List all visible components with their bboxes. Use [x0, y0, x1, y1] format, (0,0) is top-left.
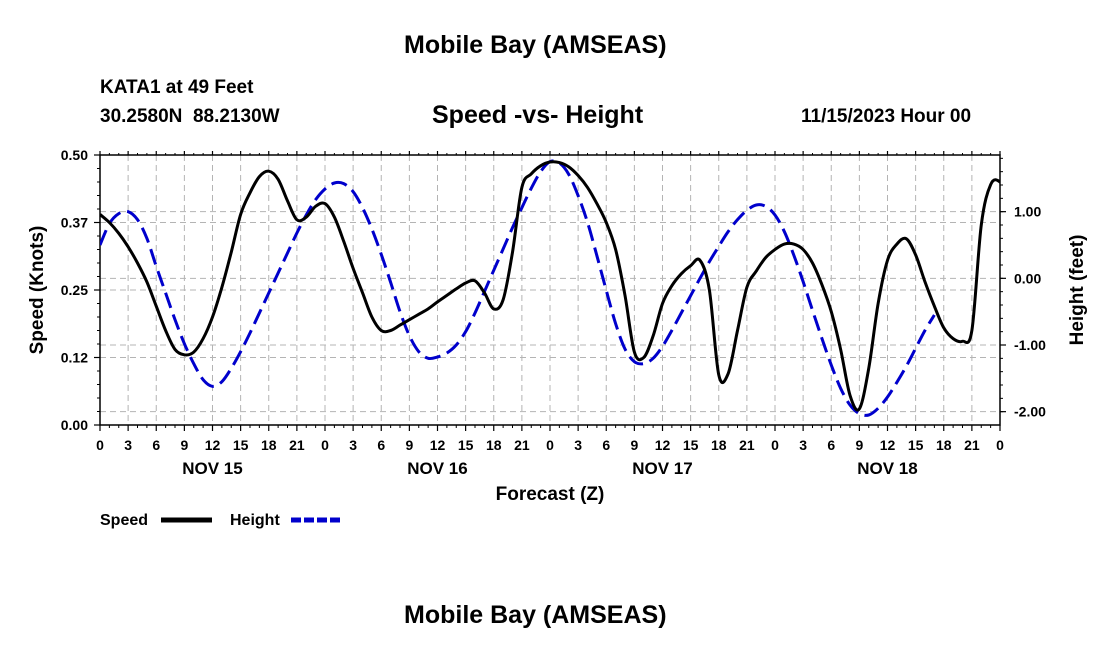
- coordinates-label: 30.2580N 88.2130W: [100, 106, 280, 127]
- x-tick-label: 15: [908, 437, 924, 453]
- x-tick-label: 18: [486, 437, 502, 453]
- x-tick-label: 0: [546, 437, 554, 453]
- left-tick-label: 0.25: [61, 282, 88, 298]
- plot-title: Speed -vs- Height: [432, 101, 644, 129]
- x-tick-label: 9: [180, 437, 188, 453]
- legend-speed-label: Speed: [100, 512, 148, 529]
- x-tick-label: 15: [683, 437, 699, 453]
- left-tick-label: 0.12: [61, 350, 88, 366]
- x-tick-label: 6: [152, 437, 160, 453]
- right-tick-label: -1.00: [1014, 337, 1046, 353]
- x-tick-label: 9: [630, 437, 638, 453]
- x-tick-label: 12: [655, 437, 671, 453]
- station-label: KATA1 at 49 Feet: [100, 77, 254, 98]
- date-label: NOV 17: [632, 459, 692, 478]
- x-tick-label: 21: [514, 437, 530, 453]
- x-tick-label: 9: [405, 437, 413, 453]
- x-tick-label: 18: [936, 437, 952, 453]
- legend-height-label: Height: [230, 512, 280, 529]
- date-label: NOV 15: [182, 459, 242, 478]
- x-tick-label: 12: [430, 437, 446, 453]
- grid: [100, 155, 1000, 425]
- right-tick-label: 0.00: [1014, 270, 1041, 286]
- left-tick-label: 0.00: [61, 417, 88, 433]
- date-label: NOV 18: [857, 459, 917, 478]
- left-tick-label: 0.37: [61, 215, 88, 231]
- series-lines: [100, 159, 1000, 417]
- x-tick-label: 0: [996, 437, 1004, 453]
- x-tick-label: 0: [321, 437, 329, 453]
- right-axis-title: Height (feet): [1067, 235, 1088, 346]
- x-tick-label: 18: [711, 437, 727, 453]
- x-tick-label: 0: [771, 437, 779, 453]
- x-tick-label: 12: [880, 437, 896, 453]
- x-tick-label: 9: [855, 437, 863, 453]
- x-tick-label: 6: [827, 437, 835, 453]
- left-axis-title: Speed (Knots): [27, 226, 48, 355]
- x-tick-label: 6: [602, 437, 610, 453]
- page-title-top: Mobile Bay (AMSEAS): [404, 31, 667, 59]
- x-tick-label: 21: [739, 437, 755, 453]
- forecast-timestamp: 11/15/2023 Hour 00: [801, 106, 972, 127]
- axis-ticks: 0 3 6 9 12 15 18 21 0 3 6 9 12 15 18 21 0 3 6 9 12 15 18 21 0 3 6 9…: [61, 147, 1046, 478]
- x-tick-label: 21: [964, 437, 980, 453]
- x-tick-label: 3: [799, 437, 807, 453]
- series-line-speed: [100, 160, 1000, 412]
- legend: Speed Height: [100, 512, 342, 529]
- x-axis-title: Forecast (Z): [496, 484, 605, 505]
- x-tick-label: 3: [349, 437, 357, 453]
- x-tick-label: 12: [205, 437, 221, 453]
- x-tick-label: 6: [377, 437, 385, 453]
- page-title-bottom: Mobile Bay (AMSEAS): [404, 601, 667, 629]
- x-tick-label: 3: [124, 437, 132, 453]
- right-tick-label: 1.00: [1014, 204, 1041, 220]
- x-tick-label: 18: [261, 437, 277, 453]
- date-label: NOV 16: [407, 459, 467, 478]
- x-tick-label: 21: [289, 437, 305, 453]
- x-tick-label: 15: [458, 437, 474, 453]
- x-tick-label: 0: [96, 437, 104, 453]
- right-tick-label: -2.00: [1014, 404, 1046, 420]
- x-tick-label: 15: [233, 437, 249, 453]
- series-line-height: [100, 159, 936, 417]
- x-tick-label: 3: [574, 437, 582, 453]
- left-tick-label: 0.50: [61, 147, 88, 163]
